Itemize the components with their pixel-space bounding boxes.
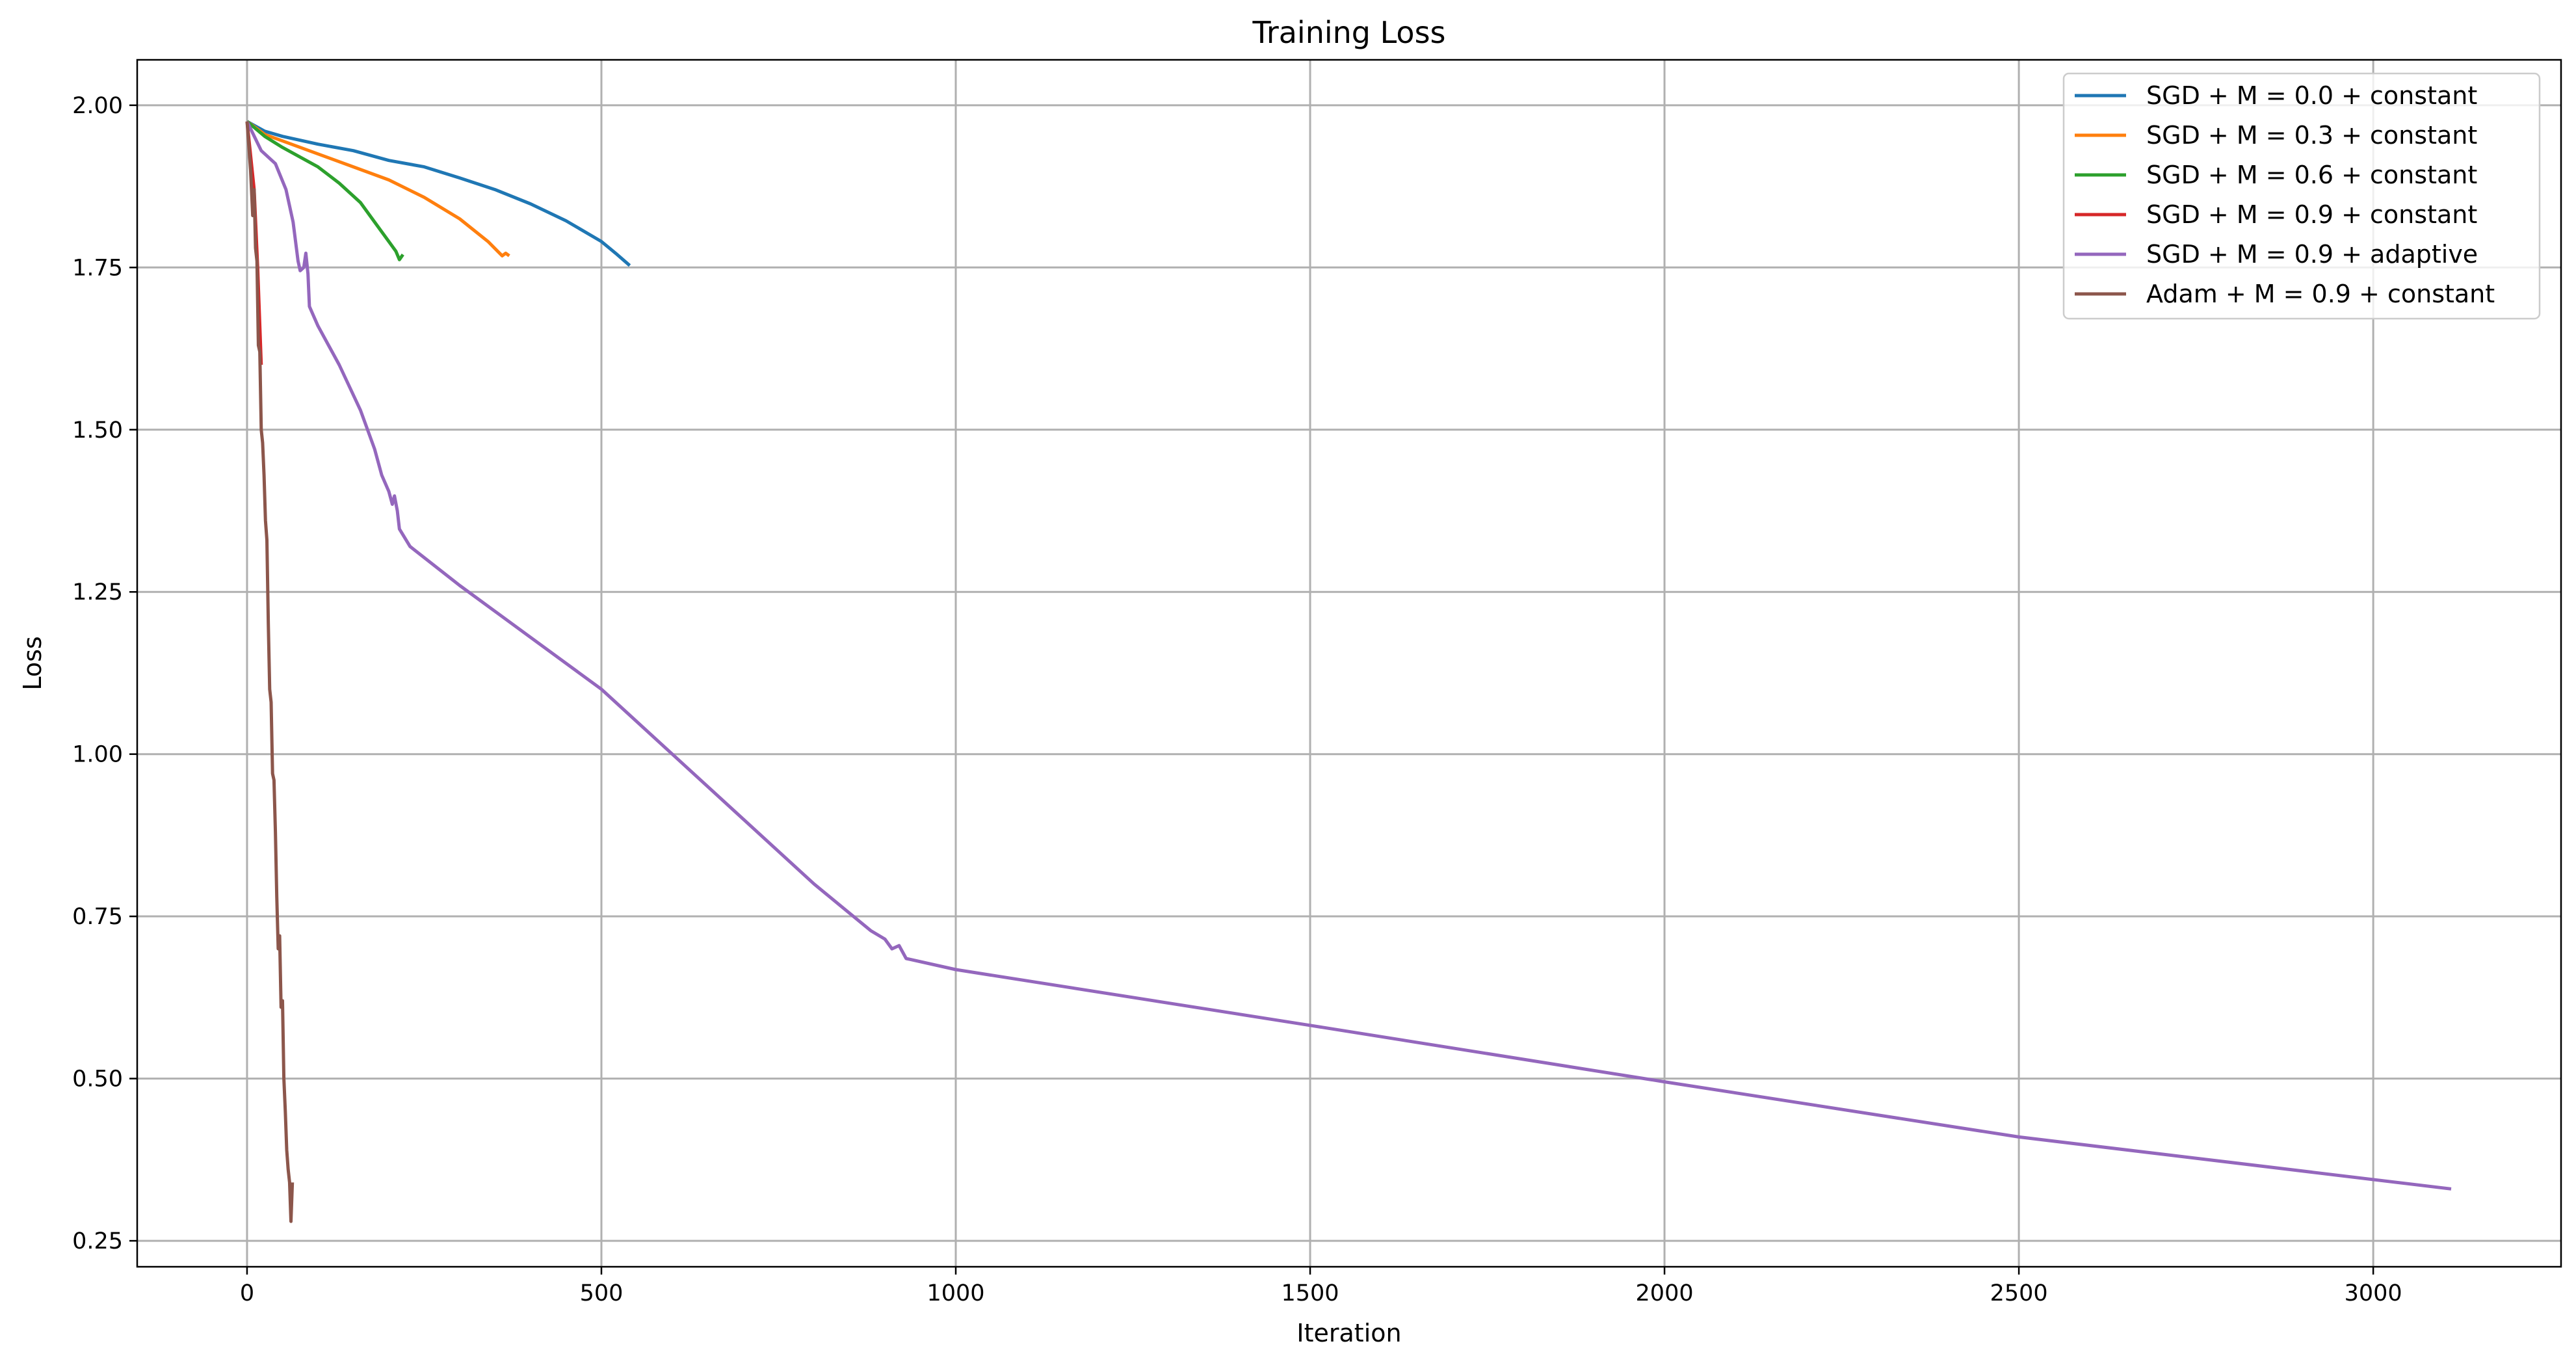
legend: SGD + M = 0.0 + constant SGD + M = 0.3 + … — [2062, 72, 2541, 320]
series-line-3 — [246, 120, 404, 261]
axis-ticks: 0 500 1000 1500 2000 2500 3000 0.25 0.50 0.75 1.00… — [72, 93, 2402, 1306]
y-tick-label: 0.75 — [72, 904, 123, 930]
legend-label: SGD + M = 0.0 + constant — [2146, 81, 2477, 110]
series-line-5 — [245, 120, 2452, 1191]
legend-label: SGD + M = 0.9 + constant — [2146, 200, 2477, 229]
grid — [137, 60, 2561, 1267]
legend-box — [2062, 72, 2541, 320]
y-axis-label: Loss — [18, 636, 47, 690]
series-line-6 — [245, 121, 295, 1223]
x-tick-label: 3000 — [2345, 1280, 2402, 1306]
y-tick-label: 1.75 — [72, 255, 123, 281]
y-tick-label: 0.25 — [72, 1228, 123, 1254]
x-tick-label: 1000 — [927, 1280, 984, 1306]
x-tick-label: 2000 — [1636, 1280, 1694, 1306]
series-line-1 — [246, 120, 631, 267]
y-tick-label: 1.25 — [72, 579, 123, 605]
x-tick-label: 1500 — [1281, 1280, 1339, 1306]
plot-frame — [136, 59, 2562, 1268]
series-lines — [245, 120, 2452, 1223]
y-tick-label: 1.00 — [72, 742, 123, 768]
x-tick-label: 0 — [240, 1280, 254, 1306]
x-axis-label: Iteration — [1296, 1319, 1401, 1347]
x-tick-label: 2500 — [1990, 1280, 2048, 1306]
chart-title: Training Loss — [1252, 15, 1445, 50]
legend-label: SGD + M = 0.9 + adaptive — [2146, 240, 2478, 269]
legend-label: SGD + M = 0.6 + constant — [2146, 161, 2477, 189]
y-tick-label: 1.50 — [72, 417, 123, 443]
x-tick-label: 500 — [580, 1280, 624, 1306]
y-tick-label: 2.00 — [72, 93, 123, 119]
series-line-2 — [246, 120, 510, 258]
legend-label: Adam + M = 0.9 + constant — [2146, 280, 2495, 308]
y-tick-label: 0.50 — [72, 1066, 123, 1092]
legend-label: SGD + M = 0.3 + constant — [2146, 121, 2477, 150]
